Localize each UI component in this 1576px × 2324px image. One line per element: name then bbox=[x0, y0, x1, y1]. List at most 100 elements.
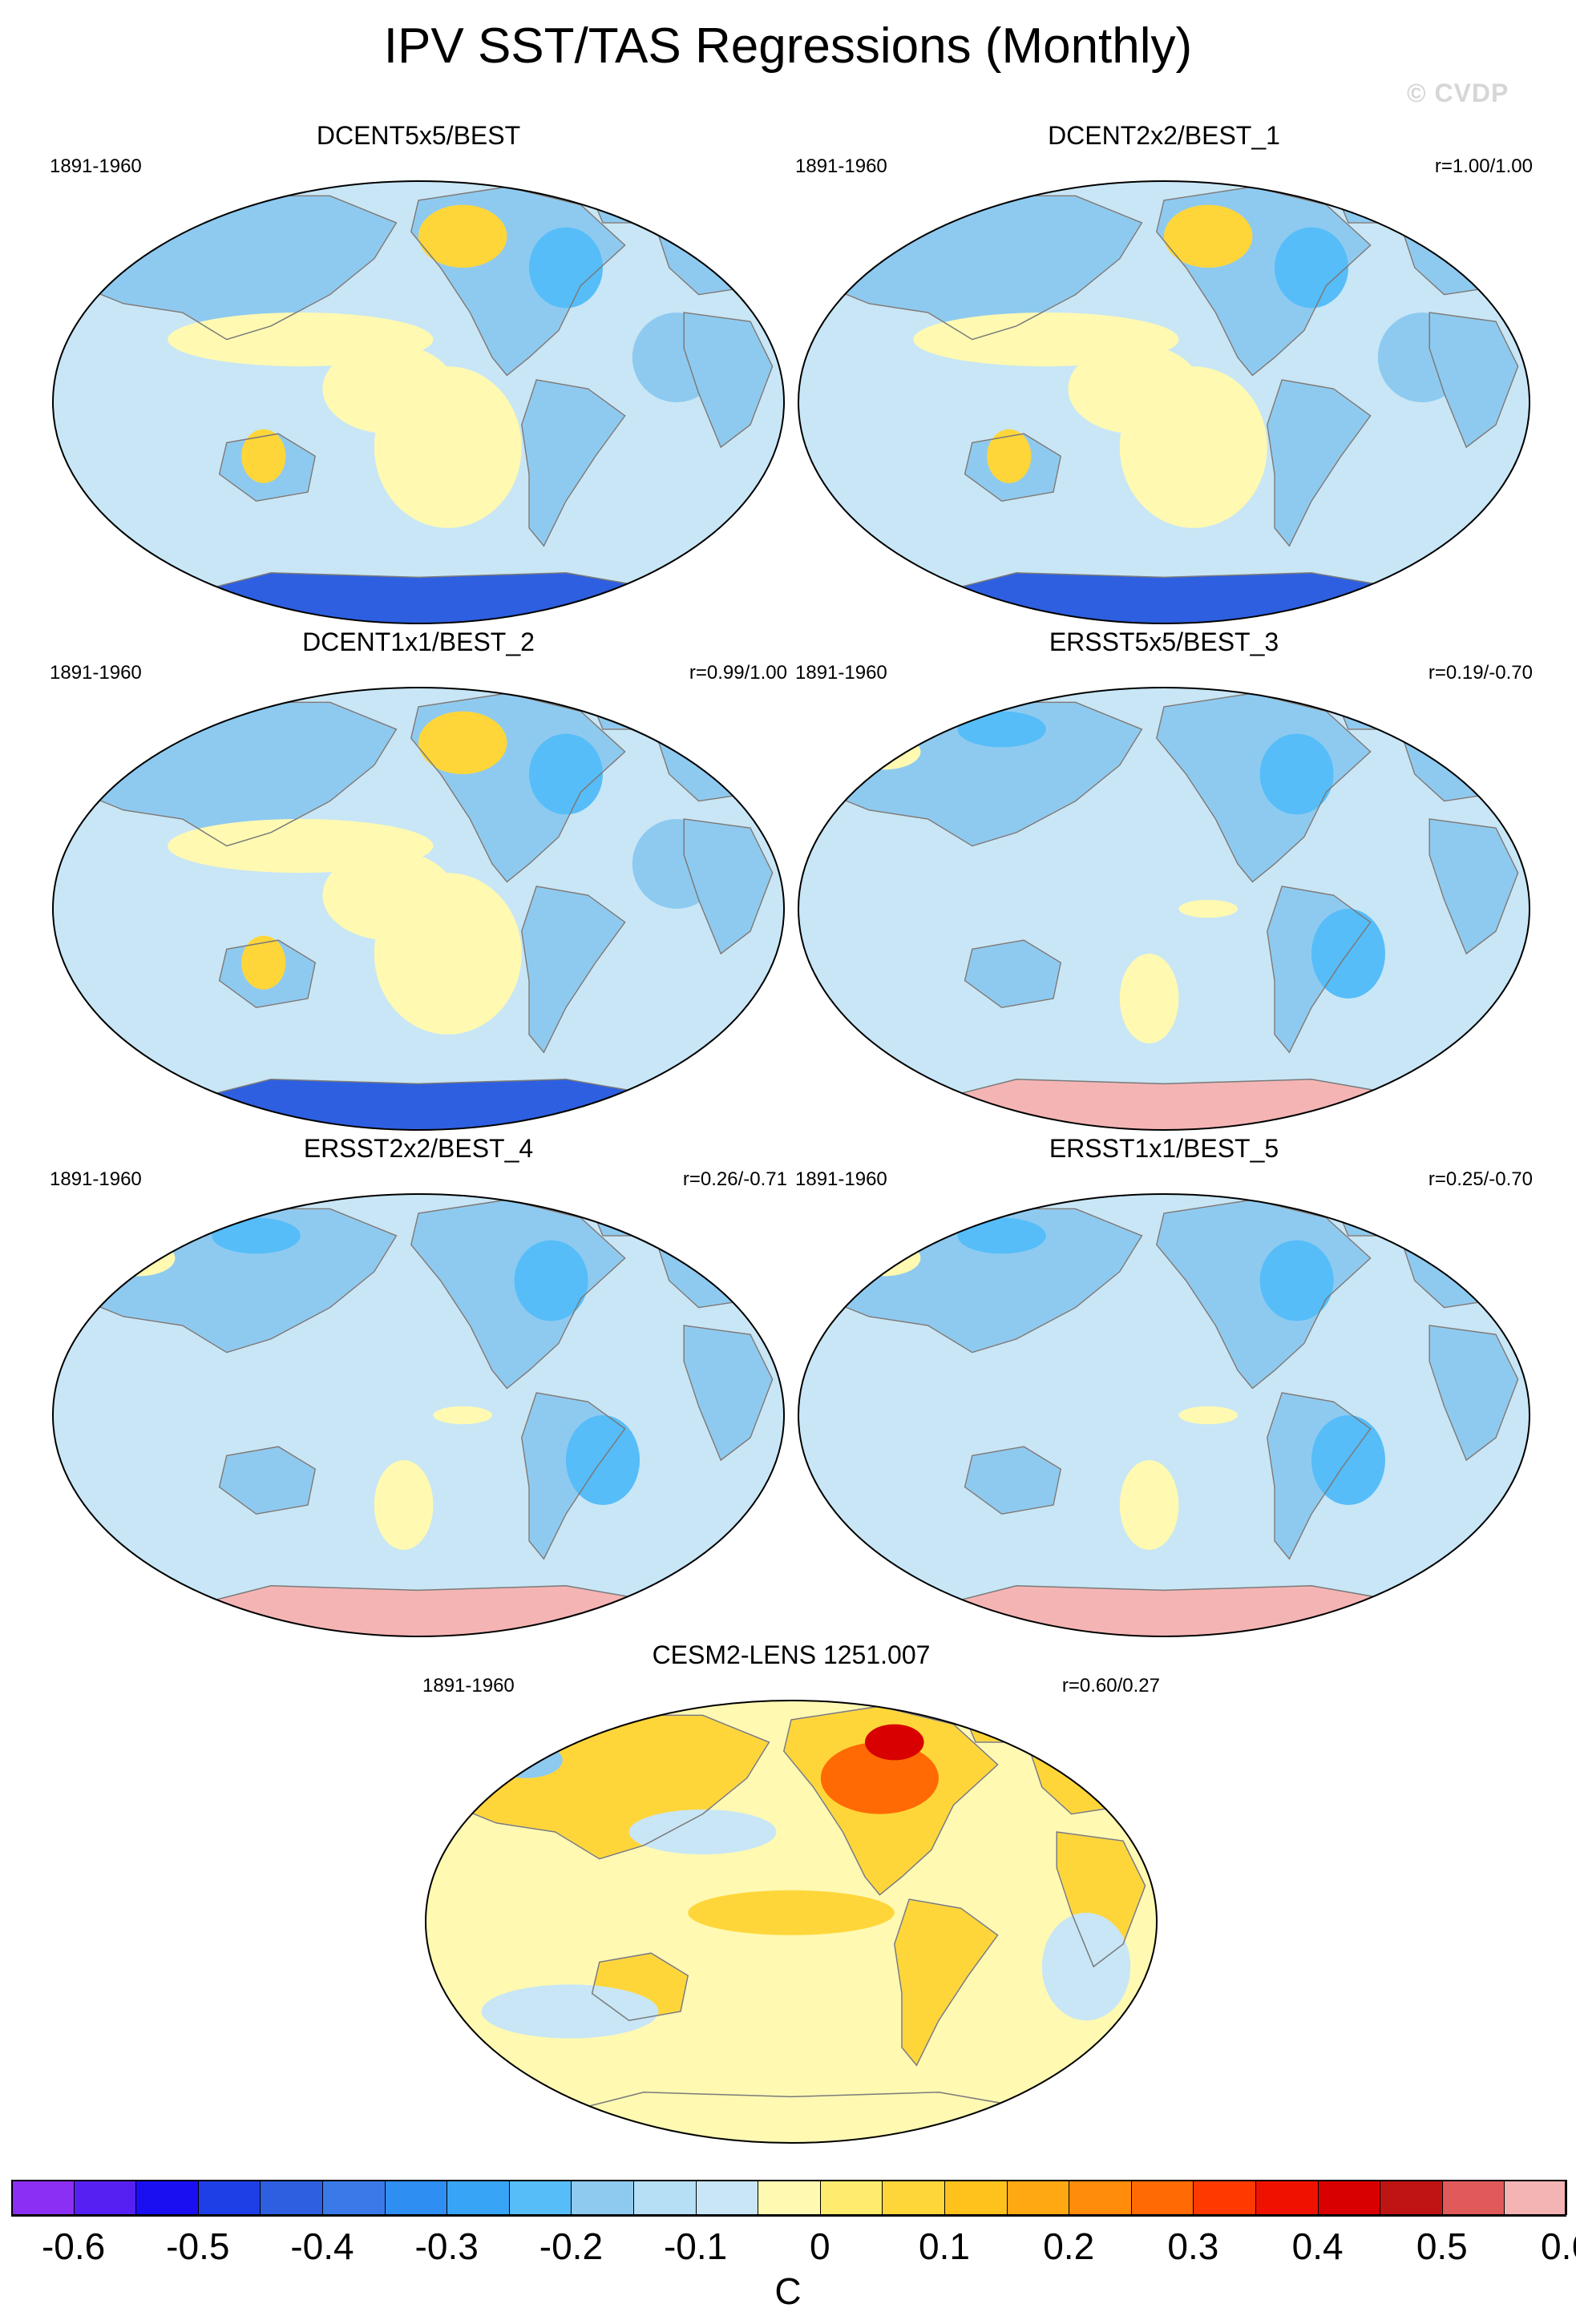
canada-hot-region bbox=[865, 1724, 924, 1761]
colorbar-units: C bbox=[774, 2270, 802, 2312]
equatorial-warm-region bbox=[1178, 899, 1238, 918]
colorbar-swatch bbox=[508, 2180, 572, 2215]
atlantic-cool-region bbox=[1377, 313, 1467, 402]
panel-correlation: r=0.99/1.00 bbox=[689, 662, 787, 684]
colorbar-swatch bbox=[1255, 2180, 1319, 2215]
europe-warm-region bbox=[847, 1240, 921, 1277]
panel-title: CESM2-LENS 1251.007 bbox=[652, 1640, 931, 1669]
colorbar-swatch bbox=[384, 2180, 448, 2215]
alaska-warm-region bbox=[1164, 204, 1253, 268]
map-border bbox=[52, 1193, 785, 1637]
colorbar-swatch bbox=[1193, 2180, 1256, 2215]
colorbar-swatch bbox=[1317, 2180, 1381, 2215]
south-pacific-warm-region bbox=[1119, 954, 1179, 1043]
panel-correlation: r=1.00/1.00 bbox=[1434, 155, 1533, 177]
eurasia-coastline bbox=[78, 195, 398, 341]
southAmerica-coastline bbox=[521, 886, 626, 1054]
north-america-cool-region bbox=[529, 733, 603, 815]
north-pacific-cool-region bbox=[628, 1810, 777, 1854]
panel-period: 1891-1960 bbox=[795, 155, 887, 177]
africa-coastline bbox=[1429, 1325, 1519, 1462]
colorbar-swatch bbox=[695, 2180, 759, 2215]
colorbar-swatch bbox=[11, 2180, 75, 2215]
europe-warm-region bbox=[101, 1240, 176, 1277]
africa-coastline bbox=[683, 1325, 774, 1462]
southAmerica-coastline bbox=[521, 379, 626, 547]
map-panel-ersst2x2: ERSST2x2/BEST_4 1891-1960 r=0.26/-0.71 bbox=[50, 1133, 787, 1646]
australia-coastline bbox=[218, 1446, 317, 1515]
australia-warm-region bbox=[987, 429, 1032, 483]
north-america-cool-region bbox=[529, 227, 603, 309]
map-border bbox=[425, 1700, 1158, 2144]
eurasia-coastline bbox=[823, 701, 1143, 847]
panel-period: 1891-1960 bbox=[50, 1168, 142, 1190]
regression-map bbox=[798, 1193, 1530, 1637]
south-pacific-warm-region bbox=[374, 366, 522, 528]
colorbar-tick-label: 0.6 bbox=[1541, 2225, 1576, 2267]
eurasia-coastline bbox=[823, 1208, 1143, 1354]
colorbar-swatch bbox=[447, 2180, 510, 2215]
colorbar-tick-label: -0.1 bbox=[663, 2225, 728, 2267]
colorbar-swatch bbox=[73, 2180, 137, 2215]
south-america-cool-region bbox=[1311, 909, 1385, 999]
north-america-cool-region bbox=[1259, 733, 1334, 815]
map-border bbox=[798, 180, 1530, 624]
panel-period: 1891-1960 bbox=[795, 662, 887, 684]
panel-correlation: r=0.19/-0.70 bbox=[1428, 662, 1533, 684]
panel-correlation: r=0.25/-0.70 bbox=[1428, 1168, 1533, 1190]
figure-title: IPV SST/TAS Regressions (Monthly) bbox=[383, 18, 1193, 74]
regression-map bbox=[52, 1193, 785, 1637]
colorbar-tick-label: -0.6 bbox=[41, 2225, 106, 2267]
southAmerica-coastline bbox=[521, 1392, 626, 1560]
australia-coastline bbox=[964, 1446, 1062, 1515]
equatorial-warm-region bbox=[433, 1406, 492, 1425]
tropical-pacific-warm-region bbox=[688, 1890, 895, 1935]
asia-warm-region bbox=[525, 1777, 644, 1832]
colorbar-tick-label: 0.2 bbox=[1043, 2225, 1095, 2267]
colorbar-swatch bbox=[944, 2180, 1008, 2215]
australia-coastline bbox=[218, 939, 317, 1008]
australia-warm-region bbox=[241, 429, 286, 483]
africa-coastline bbox=[1429, 312, 1519, 449]
australia-coastline bbox=[964, 433, 1062, 502]
panel-title: DCENT2x2/BEST_1 bbox=[1048, 121, 1280, 150]
panel-period: 1891-1960 bbox=[795, 1168, 887, 1190]
colorbar-tick-label: 0.4 bbox=[1291, 2225, 1344, 2267]
panel-period: 1891-1960 bbox=[422, 1675, 515, 1697]
asia-cool-region bbox=[212, 1217, 301, 1254]
panel-title: ERSST1x1/BEST_5 bbox=[1049, 1134, 1279, 1163]
asia-cool-region bbox=[957, 1217, 1046, 1254]
colorbar-swatch bbox=[135, 2180, 199, 2215]
north-america-cool-region bbox=[514, 1240, 588, 1321]
cvdp-watermark: © CVDP bbox=[1407, 79, 1509, 107]
map-border bbox=[52, 687, 785, 1131]
colorbar-tick-label: 0.1 bbox=[919, 2225, 970, 2267]
colorbar-swatch bbox=[1006, 2180, 1070, 2215]
colorbar-swatch bbox=[1441, 2180, 1505, 2215]
colorbar bbox=[11, 2180, 1567, 2217]
south-america-cool-region bbox=[1311, 1415, 1385, 1505]
colorbar-tick-label: 0 bbox=[810, 2225, 830, 2267]
panel-title: ERSST2x2/BEST_4 bbox=[303, 1134, 534, 1163]
regression-map bbox=[798, 687, 1530, 1131]
panel-correlation: r=0.26/-0.71 bbox=[682, 1168, 787, 1190]
africa-coastline bbox=[1429, 818, 1519, 955]
panel-title: DCENT5x5/BEST bbox=[316, 121, 521, 150]
alaska-warm-region bbox=[418, 204, 507, 268]
south-pacific-warm-region bbox=[374, 873, 522, 1035]
map-panel-dcent2x2: DCENT2x2/BEST_1 1891-1960 r=1.00/1.00 bbox=[795, 120, 1533, 633]
panel-period: 1891-1960 bbox=[50, 155, 142, 177]
colorbar-tick-label: -0.5 bbox=[166, 2225, 230, 2267]
equatorial-band-region bbox=[913, 313, 1179, 367]
southAmerica-coastline bbox=[1267, 886, 1372, 1054]
map-panel-dcent5x5: DCENT5x5/BEST 1891-1960 bbox=[50, 120, 787, 633]
atlantic-cool-region bbox=[632, 819, 721, 909]
siberia-cool-region bbox=[152, 733, 242, 779]
panel-correlation: r=0.60/0.27 bbox=[1061, 1675, 1160, 1697]
eurasia-coastline bbox=[78, 701, 398, 847]
africa-coastline bbox=[683, 312, 774, 449]
siberia-cool-region bbox=[488, 1742, 563, 1778]
alaska-warm-region bbox=[418, 711, 507, 774]
eurasia-coastline bbox=[823, 195, 1143, 341]
colorbar-swatch bbox=[819, 2180, 883, 2215]
